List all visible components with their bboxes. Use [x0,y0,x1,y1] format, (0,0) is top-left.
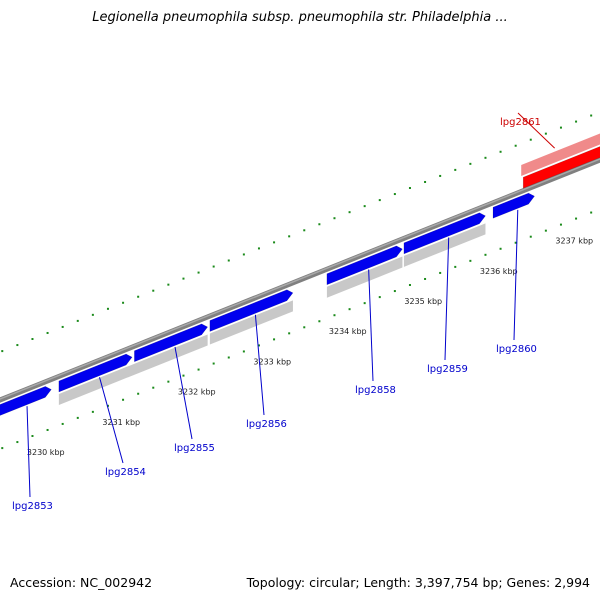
axis-tick-label: 3230 kbp [27,448,65,457]
axis-tick-label: 3231 kbp [102,418,140,427]
axis-tick-label: 3236 kbp [480,267,518,276]
gene-label[interactable]: lpg2858 [355,385,396,396]
gene-leader-line [368,269,374,382]
gene-arrow-highlight[interactable] [522,145,600,189]
axis-tick-label: 3235 kbp [404,297,442,306]
gene-leader-line [99,377,124,464]
gene-arrow[interactable] [134,323,209,363]
genome-backbone [0,157,600,403]
highlight-shadow [521,133,600,177]
gene-leader-line [254,314,265,416]
tick-row-lower [1,211,593,450]
gene-arrow[interactable] [0,386,52,417]
gene-shadow [209,300,293,345]
axis-tick-label: 3233 kbp [253,357,291,366]
gene-label[interactable]: lpg2861 [500,117,541,128]
gene-label[interactable]: lpg2853 [12,501,53,512]
gene-label[interactable]: lpg2856 [246,419,287,430]
gene-arrow[interactable] [403,212,486,255]
gene-arrow[interactable] [492,192,535,219]
gene-leader-line [444,237,450,361]
gene-arrow[interactable] [58,353,133,393]
gene-arrow[interactable] [209,289,294,332]
tick-row-upper [1,114,593,353]
axis-tick-label: 3232 kbp [178,388,216,397]
accession-text: Accession: NC_002942 [10,575,153,590]
gene-shadow [403,223,486,267]
genome-summary: Topology: circular; Length: 3,397,754 bp… [246,575,590,590]
axis-tick-label: 3237 kbp [555,237,593,246]
gene-label[interactable]: lpg2854 [105,467,146,478]
gene-leader-line [174,346,193,440]
gene-shadow [326,256,403,298]
map-title: Legionella pneumophila subsp. pneumophil… [92,10,508,25]
gene-arrow[interactable] [326,245,403,286]
gene-shadow [58,334,208,405]
gene-leader-line [517,112,555,149]
gene-label[interactable]: lpg2859 [427,364,468,375]
gene-leader-line [513,209,519,341]
axis-tick-label: 3234 kbp [329,327,367,336]
gene-leader-line [26,406,31,498]
gene-label[interactable]: lpg2860 [496,344,537,355]
gene-label[interactable]: lpg2855 [174,443,215,454]
